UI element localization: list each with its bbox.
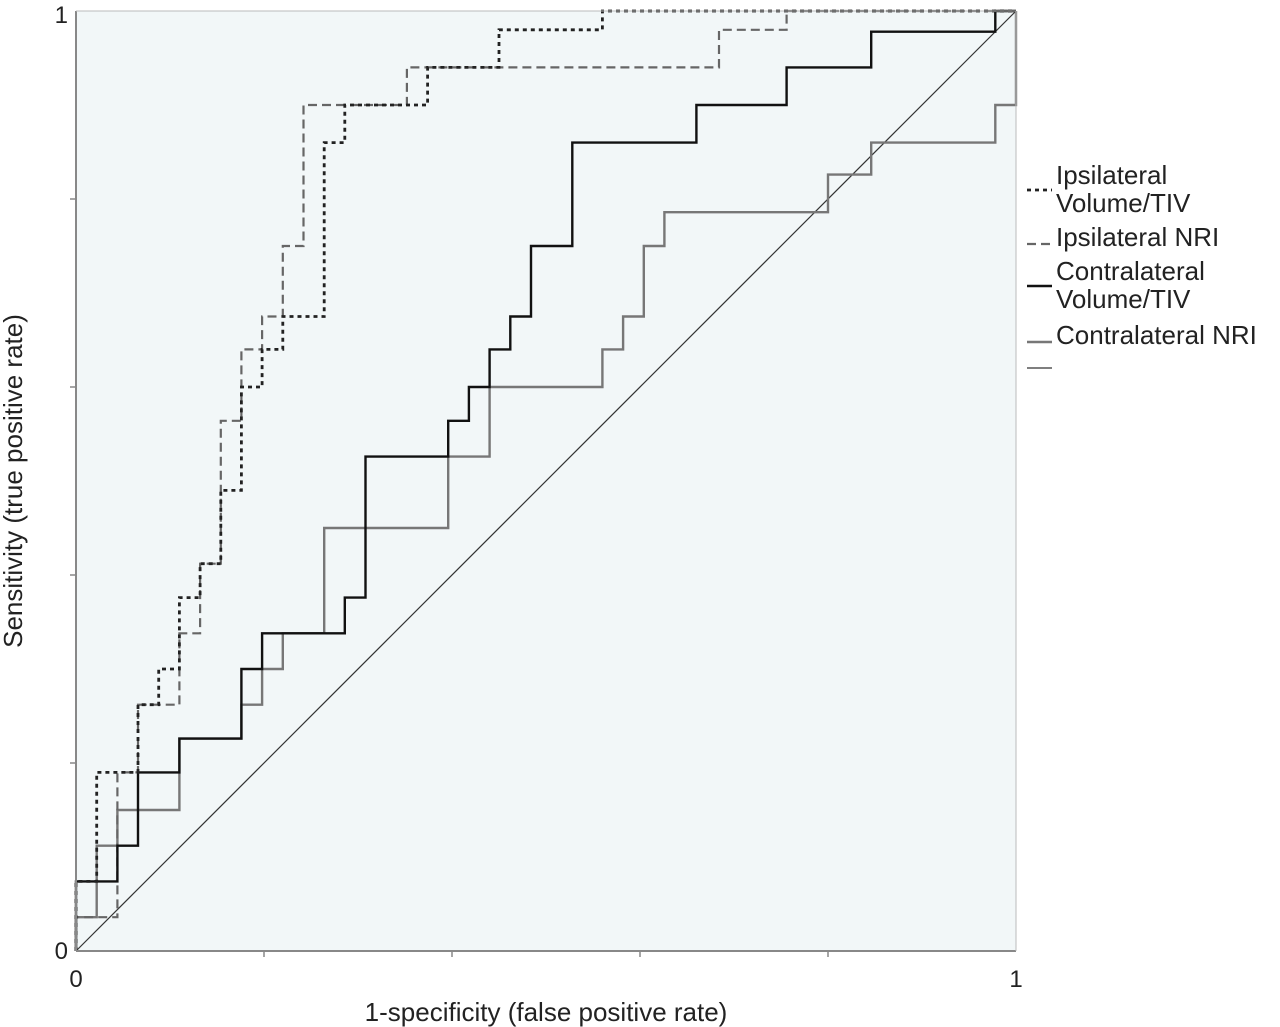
y-axis-label: Sensitivity (true positive rate) [0, 314, 28, 648]
legend-label-1-0: Ipsilateral NRI [1056, 222, 1219, 252]
series-line-4 [75, 10, 1017, 952]
y-tick-label-0: 0 [55, 938, 68, 965]
legend-label-2-1: Volume/TIV [1056, 284, 1191, 314]
axes [75, 10, 1017, 952]
x-tick-label-0: 0 [69, 966, 82, 993]
legend-label-3-0: Contralateral NRI [1056, 320, 1257, 350]
series-line-0 [74, 9, 1016, 951]
series-line-3 [74, 11, 1018, 951]
legend-label-0-0: Ipsilateral [1056, 160, 1167, 190]
x-axis-label: 1-specificity (false positive rate) [365, 997, 728, 1027]
y-tick-label-1: 1 [55, 2, 68, 29]
x-tick-label-1: 1 [1009, 966, 1022, 993]
legend-label-0-1: Volume/TIV [1056, 188, 1191, 218]
series-line-1 [74, 9, 1016, 951]
series-layer [74, 9, 1018, 952]
legend-label-2-0: Contralateral [1056, 256, 1205, 286]
series-line-2 [74, 9, 1016, 951]
